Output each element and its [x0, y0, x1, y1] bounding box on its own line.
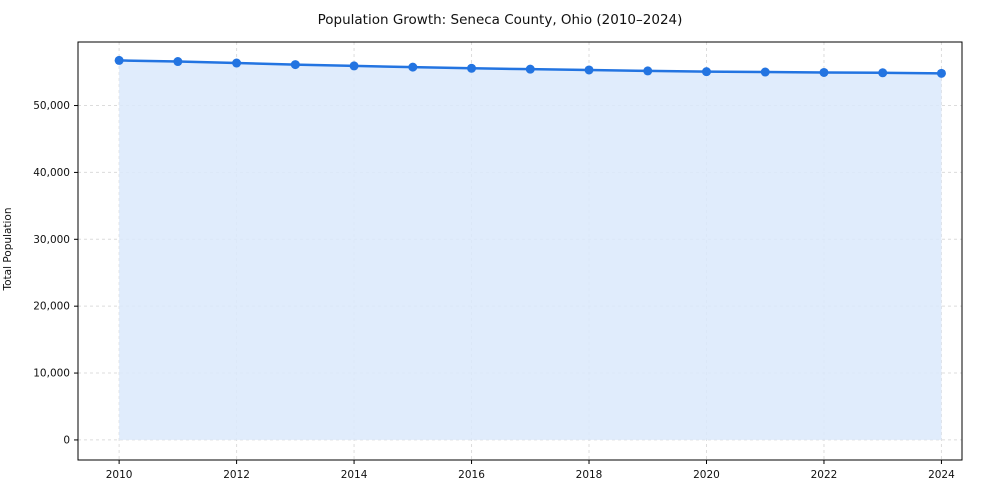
data-point-marker [290, 60, 300, 70]
y-tick-label: 50,000 [33, 100, 70, 112]
y-tick-label: 10,000 [33, 368, 70, 380]
data-point-marker [643, 66, 653, 76]
y-tick-label: 0 [63, 434, 70, 446]
data-point-marker [819, 67, 829, 77]
data-point-marker [408, 62, 418, 72]
data-point-marker [584, 65, 594, 75]
data-point-marker [114, 55, 124, 65]
data-point-marker [173, 57, 183, 67]
data-point-marker [760, 67, 770, 77]
y-tick-label: 30,000 [33, 234, 70, 246]
data-point-marker [701, 67, 711, 77]
x-tick-label: 2022 [811, 469, 838, 481]
data-point-marker [232, 58, 242, 68]
x-tick-label: 2020 [693, 469, 720, 481]
x-tick-label: 2018 [576, 469, 603, 481]
x-tick-label: 2024 [928, 469, 955, 481]
data-point-marker [467, 63, 477, 73]
data-point-marker [349, 61, 359, 71]
data-point-marker [525, 64, 535, 74]
x-tick-label: 2014 [341, 469, 368, 481]
x-tick-label: 2010 [106, 469, 133, 481]
y-tick-label: 20,000 [33, 301, 70, 313]
x-tick-label: 2012 [223, 469, 250, 481]
x-tick-label: 2016 [458, 469, 485, 481]
data-point-marker [878, 68, 888, 78]
series-area-fill [119, 60, 942, 440]
axis-border [77, 41, 963, 461]
chart-title: Population Growth: Seneca County, Ohio (… [317, 12, 683, 28]
data-point-marker [936, 68, 946, 78]
y-tick-label: 40,000 [33, 167, 70, 179]
